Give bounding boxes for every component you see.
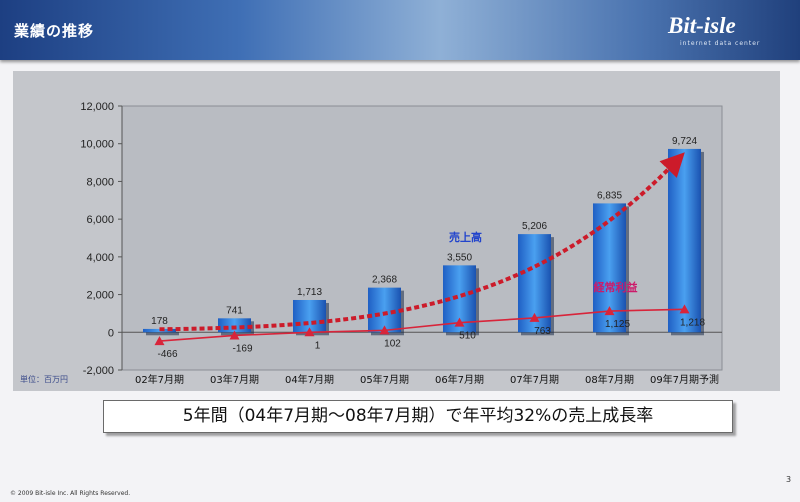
profit-line xyxy=(159,308,685,342)
unit-label: 単位：百万円 xyxy=(20,375,68,384)
sales-value-label: 3,550 xyxy=(447,252,472,263)
summary-banner: 5年間（04年7月期〜08年7月期）で年平均32%の売上成長率 xyxy=(103,400,733,433)
slide-header: 業績の推移 Bit-isle internet data center xyxy=(0,0,800,60)
sales-trend-arrow xyxy=(159,152,685,332)
sales-value-label: 178 xyxy=(151,316,168,327)
sales-value-label: 9,724 xyxy=(672,136,697,147)
sales-bar xyxy=(218,318,251,333)
profit-value-label: 102 xyxy=(384,338,401,349)
profit-value-label: 1,125 xyxy=(605,319,630,330)
x-tick-label: 03年7月期 xyxy=(210,373,259,386)
profit-marker xyxy=(304,327,315,337)
sales-bar xyxy=(293,299,326,333)
profit-value-label: 1,218 xyxy=(680,317,705,328)
bar-shadow xyxy=(146,331,179,336)
sales-bar xyxy=(668,148,701,333)
x-tick-label: 04年7月期 xyxy=(285,373,334,386)
y-tick-label: 2,000 xyxy=(86,290,114,302)
x-tick-label: 09年7月期予測 xyxy=(650,373,719,386)
y-tick-label: 8,000 xyxy=(86,176,114,188)
plot-area xyxy=(121,105,723,371)
sales-value-label: 5,206 xyxy=(522,221,547,232)
profit-marker xyxy=(679,304,690,314)
y-tick-label: 12,000 xyxy=(80,101,114,113)
sales-value-label: 1,713 xyxy=(297,287,322,298)
profit-marker xyxy=(229,330,240,340)
x-tick-label: 02年7月期 xyxy=(135,373,184,386)
sales-bar xyxy=(143,328,176,333)
sales-series-label: 売上高 xyxy=(449,230,482,244)
profit-marker xyxy=(379,325,390,335)
profit-marker xyxy=(604,306,615,316)
y-tick-label: 6,000 xyxy=(86,214,114,226)
profit-value-label: -169 xyxy=(232,343,252,354)
company-logo: Bit-isle xyxy=(668,13,736,38)
sales-value-label: 6,835 xyxy=(597,190,622,201)
profit-value-label: 763 xyxy=(534,326,551,337)
slide-title: 業績の推移 xyxy=(14,22,95,40)
profit-marker xyxy=(454,317,465,327)
profit-value-label: 1 xyxy=(315,340,321,351)
profit-marker xyxy=(529,312,540,322)
sales-bar xyxy=(368,287,401,333)
performance-chart: -2,00002,0004,0006,0008,00010,00012,000 … xyxy=(80,101,723,386)
sales-value-label: 741 xyxy=(226,305,243,316)
profit-value-label: -466 xyxy=(157,349,177,360)
profit-value-label: 510 xyxy=(459,331,476,342)
y-tick-label: 4,000 xyxy=(86,252,114,264)
profit-series-label: 経常利益 xyxy=(594,280,638,294)
x-tick-label: 05年7月期 xyxy=(360,373,409,386)
company-logo-subtitle: internet data center xyxy=(680,40,761,47)
x-tick-label: 08年7月期 xyxy=(585,373,634,386)
sales-value-label: 2,368 xyxy=(372,275,397,286)
x-tick-label: 07年7月期 xyxy=(510,373,559,386)
y-tick-label: 0 xyxy=(108,327,114,339)
profit-marker xyxy=(154,336,165,346)
copyright-text: © 2009 Bit-isle Inc. All Rights Reserved… xyxy=(10,490,131,497)
y-tick-label: 10,000 xyxy=(80,139,114,151)
page-number: 3 xyxy=(786,475,792,484)
y-tick-label: -2,000 xyxy=(83,365,114,377)
x-tick-label: 06年7月期 xyxy=(435,373,484,386)
